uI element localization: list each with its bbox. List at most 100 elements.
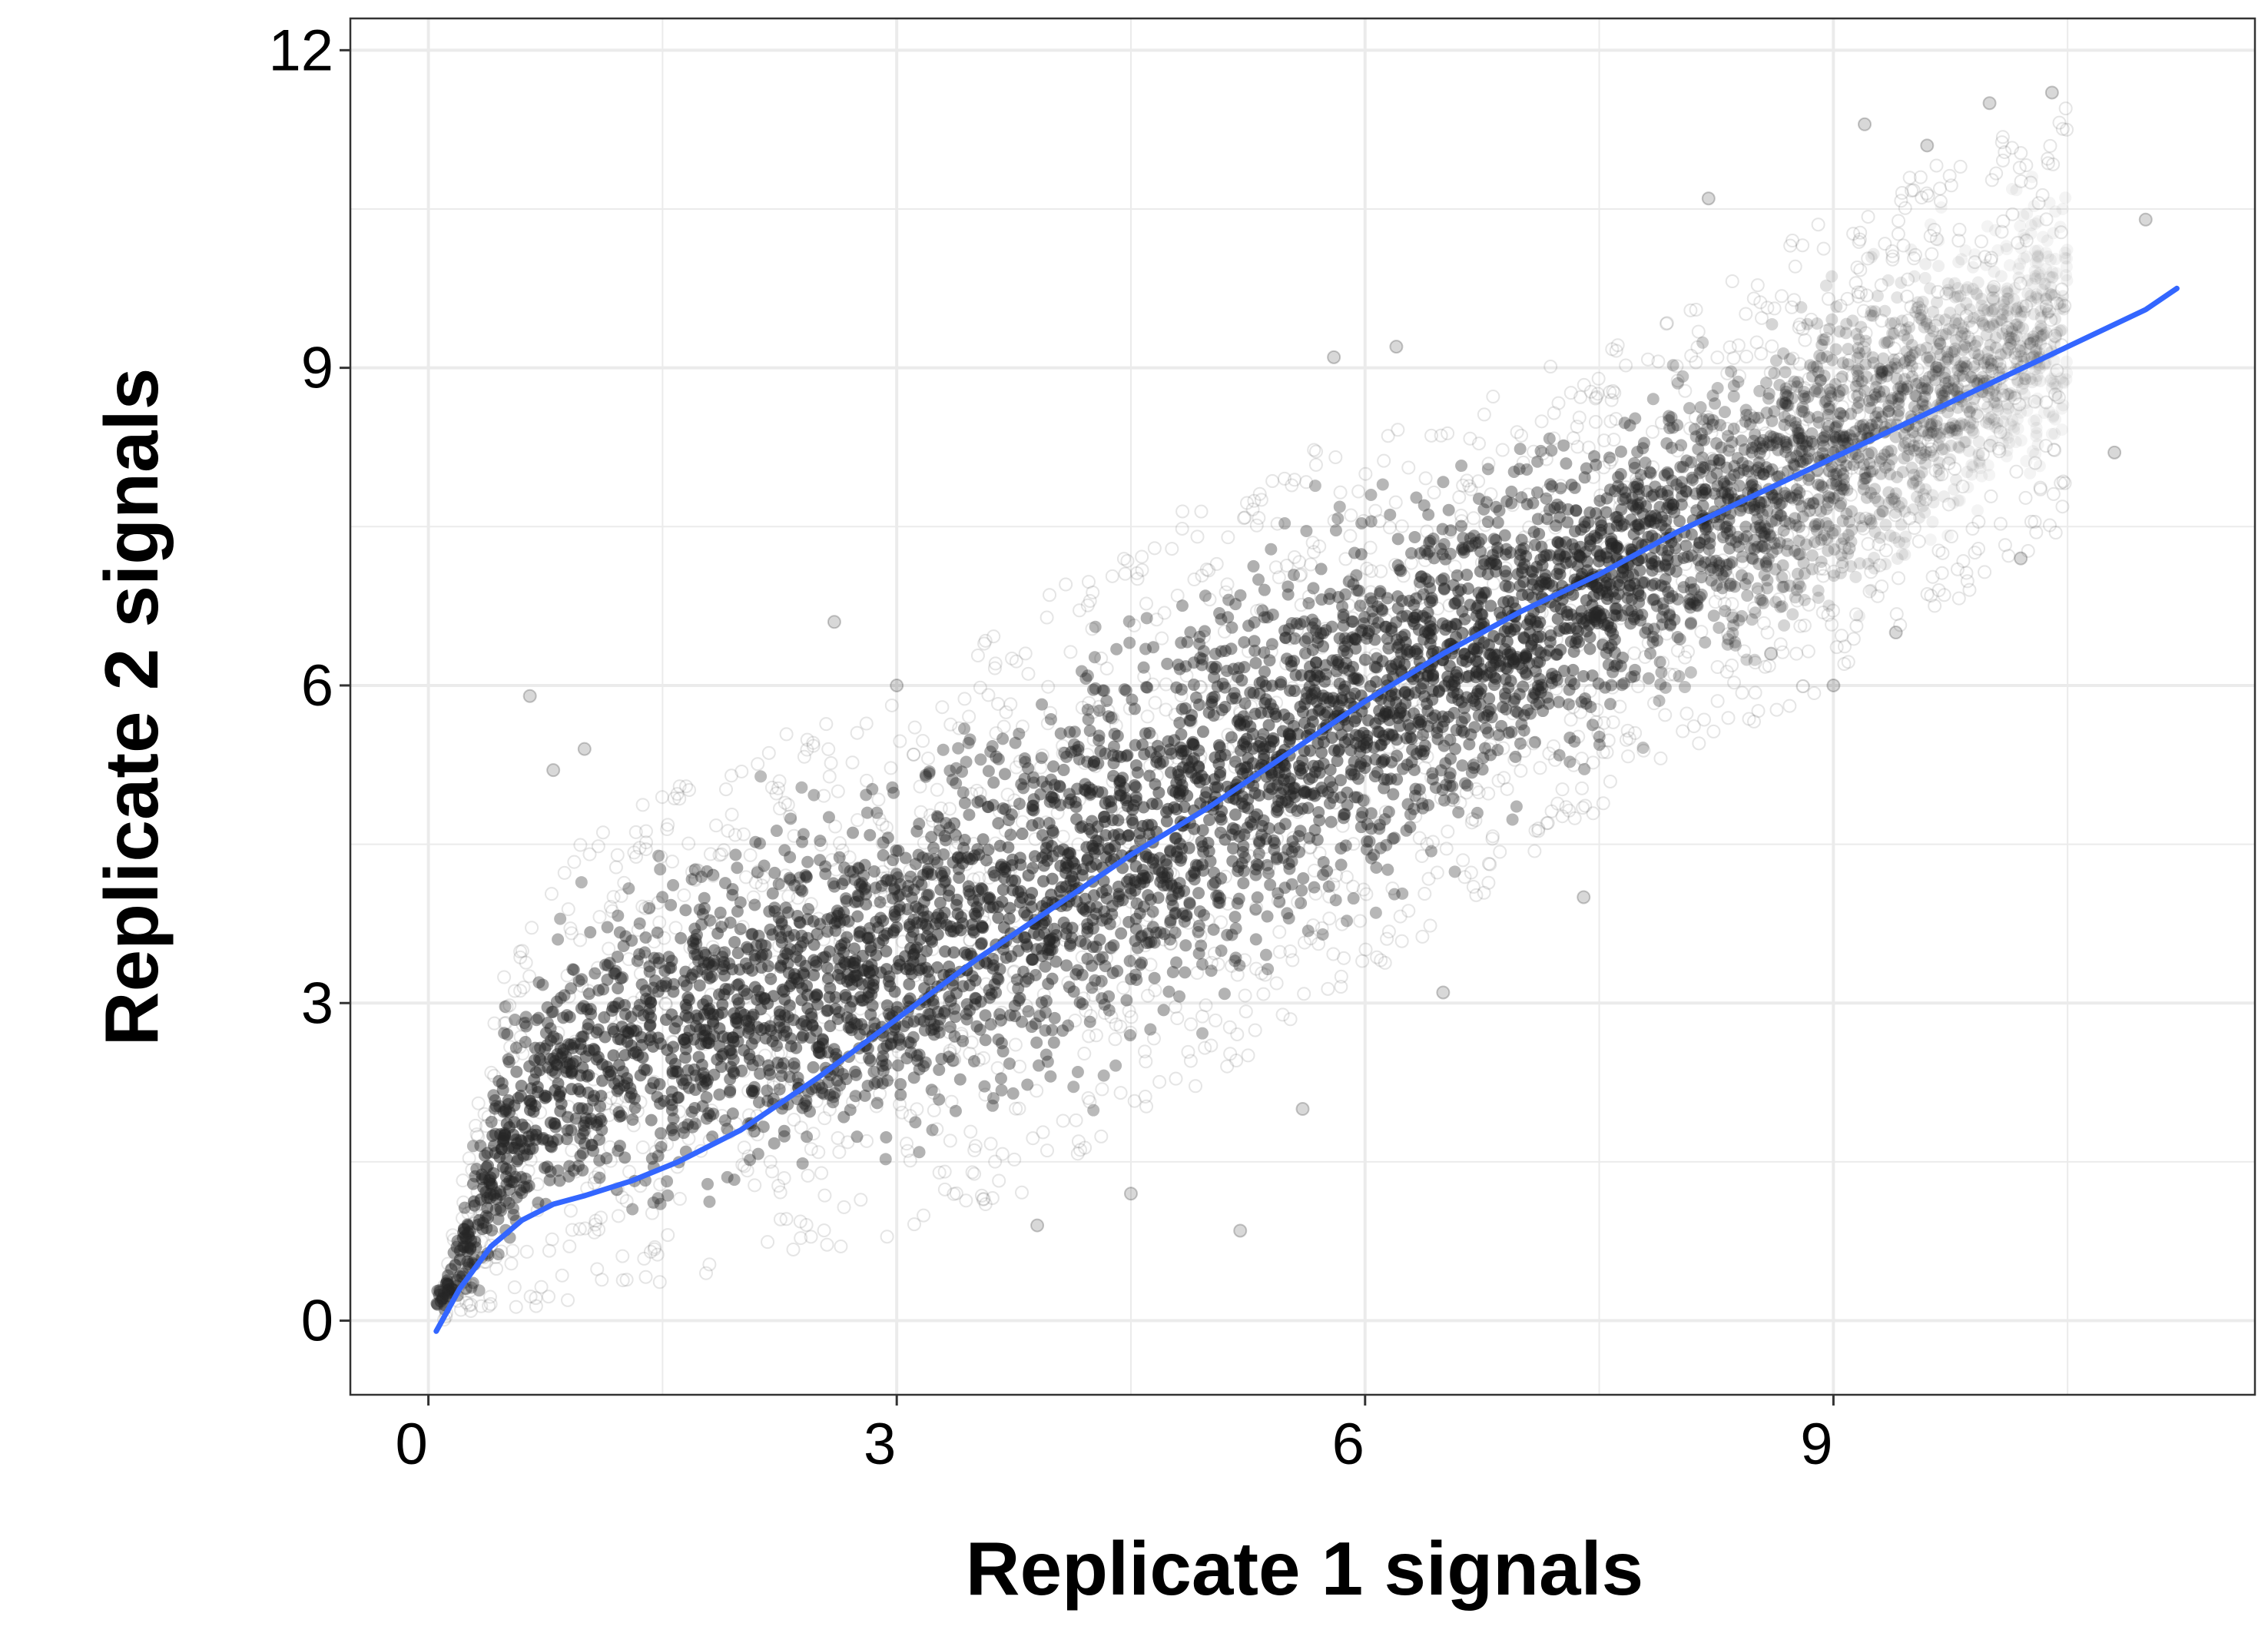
data-point (681, 991, 695, 1004)
data-point (1193, 905, 1206, 918)
data-point (1646, 529, 1659, 543)
data-point (1515, 491, 1528, 504)
data-point (1152, 891, 1165, 904)
data-point (974, 995, 987, 1008)
data-point (536, 978, 549, 991)
data-point (1222, 593, 1235, 606)
data-point (1646, 393, 1660, 406)
data-point (1161, 871, 1174, 884)
data-point (992, 1033, 1005, 1046)
data-point (1359, 755, 1372, 768)
data-point (784, 851, 797, 864)
data-point (1898, 373, 1912, 386)
data-point (595, 1074, 608, 1087)
data-point (1924, 418, 1937, 431)
data-point (1817, 431, 1830, 444)
data-point (1520, 463, 1534, 476)
data-point (708, 1068, 721, 1081)
data-point (1563, 755, 1577, 768)
data-point (1783, 517, 1796, 530)
data-point (1215, 703, 1228, 716)
data-point (921, 852, 934, 865)
data-point (1875, 364, 1888, 377)
data-point (1918, 382, 1931, 395)
data-point (1093, 933, 1106, 946)
data-point (798, 1097, 811, 1110)
data-point (764, 923, 777, 936)
data-point (1764, 530, 1777, 543)
data-point (996, 1045, 1010, 1058)
data-point (1569, 525, 1582, 538)
data-point (1644, 516, 1657, 529)
data-point (840, 894, 853, 908)
data-point (1758, 519, 1771, 533)
data-point (1016, 828, 1029, 841)
data-point (823, 945, 836, 958)
data-point (1862, 557, 1875, 570)
data-point (565, 982, 578, 995)
data-point (1379, 620, 1392, 633)
data-point (1098, 684, 1111, 697)
data-point (1746, 553, 1759, 566)
data-point (1170, 881, 1183, 894)
data-point (1449, 742, 1462, 755)
data-point (2030, 290, 2043, 304)
data-point (1086, 913, 1099, 926)
data-point (1798, 385, 1811, 398)
data-point (1952, 256, 1965, 269)
data-point (1543, 503, 1556, 516)
data-point (1279, 818, 1292, 831)
data-point (1338, 808, 1351, 821)
data-point (1693, 591, 1706, 604)
data-point (1584, 700, 1597, 713)
data-point (1823, 323, 1836, 336)
data-point (1313, 814, 1326, 827)
data-point (1003, 1009, 1016, 1022)
data-point (920, 889, 933, 902)
data-point (612, 1106, 625, 1119)
data-point (1735, 569, 1748, 582)
data-point (919, 1056, 932, 1069)
data-point (619, 930, 632, 943)
data-point (1762, 465, 1776, 478)
data-point (1089, 941, 1102, 954)
data-point (1466, 692, 1479, 705)
data-point (2045, 427, 2058, 440)
data-point (1381, 773, 1394, 786)
data-point (1876, 365, 1889, 378)
data-point (1740, 653, 1753, 666)
data-point (981, 801, 994, 814)
data-point (1391, 773, 1404, 786)
data-point (1483, 692, 1496, 705)
data-point (1030, 1036, 1043, 1049)
data-point (1862, 447, 1875, 460)
data-point (897, 1020, 910, 1033)
data-point (1932, 260, 1945, 273)
data-point (1953, 420, 1966, 433)
data-point (788, 968, 801, 981)
data-point (1089, 974, 1102, 987)
data-point (970, 1020, 983, 1033)
data-point (992, 817, 1005, 830)
data-point (1381, 708, 1394, 721)
data-point (1227, 662, 1240, 675)
data-point (1455, 460, 1468, 473)
data-point (1773, 498, 1786, 511)
data-point (1126, 813, 1139, 826)
data-point (1319, 668, 1332, 681)
data-point (691, 948, 704, 961)
data-point (1195, 835, 1208, 848)
data-point (1394, 647, 1408, 660)
data-point (821, 1046, 834, 1059)
data-point (734, 1006, 748, 1019)
data-point (1900, 345, 1913, 358)
data-point (1578, 520, 1591, 533)
data-point (2011, 423, 2024, 436)
data-point (1606, 628, 1620, 641)
data-point (1507, 656, 1520, 669)
data-point (542, 1134, 555, 1147)
data-point (968, 849, 981, 862)
data-point (1009, 1010, 1022, 1023)
data-point (1003, 912, 1016, 925)
data-point (858, 858, 871, 871)
